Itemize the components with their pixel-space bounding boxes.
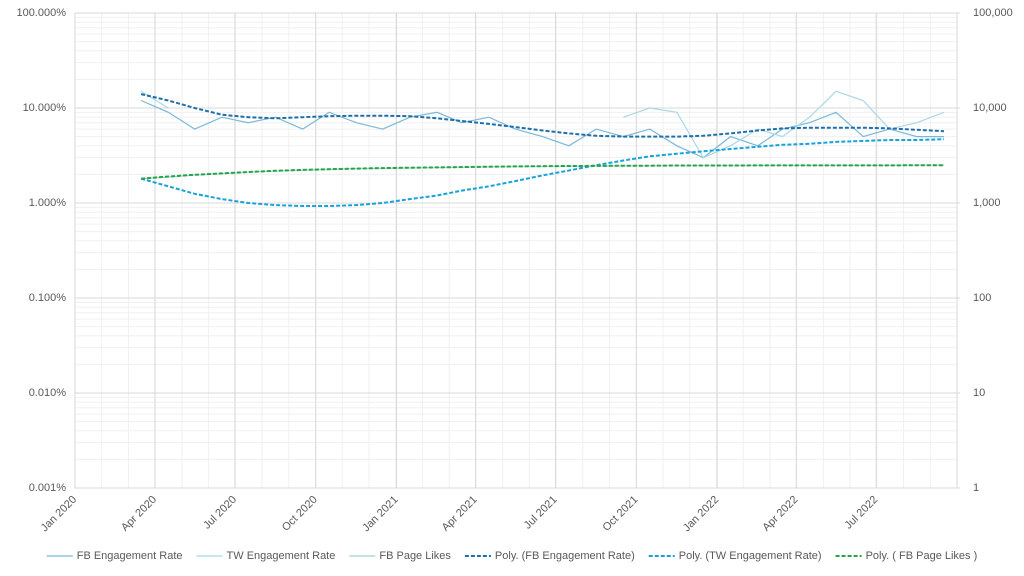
y-tick-label: 10.000% <box>23 102 67 114</box>
x-tick-label: Jul 2022 <box>842 494 880 532</box>
y2-tick-label: 100 <box>973 292 991 304</box>
legend-label: FB Engagement Rate <box>77 550 183 562</box>
x-tick-label: Oct 2021 <box>600 494 640 534</box>
x-tick-label: Apr 2022 <box>760 494 800 534</box>
y2-tick-label: 100,000 <box>973 7 1013 19</box>
legend-label: TW Engagement Rate <box>227 550 336 562</box>
x-tick-label: Jan 2020 <box>39 494 79 534</box>
y-tick-label: 0.001% <box>29 482 67 494</box>
y2-tick-label: 1 <box>973 482 979 494</box>
y-tick-label: 0.100% <box>29 292 67 304</box>
legend-label: FB Page Likes <box>379 550 451 562</box>
y2-tick-label: 1,000 <box>973 197 1001 209</box>
y-tick-label: 100.000% <box>16 7 66 19</box>
legend-label: Poly. (FB Engagement Rate) <box>495 550 635 562</box>
y-tick-label: 1.000% <box>29 197 67 209</box>
x-tick-label: Oct 2020 <box>280 494 320 534</box>
y2-tick-label: 10 <box>973 387 985 399</box>
x-tick-label: Apr 2021 <box>440 494 480 534</box>
legend: FB Engagement Rate TW Engagement Rate FB P… <box>46 550 978 562</box>
series-line <box>141 164 944 180</box>
y2-tick-label: 10,000 <box>973 102 1007 114</box>
x-tick-label: Jan 2022 <box>681 494 721 534</box>
series-line <box>140 99 944 159</box>
plot-border <box>74 12 958 489</box>
legend-label: Poly. (TW Engagement Rate) <box>679 550 822 562</box>
x-tick-label: Jan 2021 <box>360 494 400 534</box>
legend-label: Poly. ( FB Page Likes ) <box>866 550 978 562</box>
x-tick-label: Apr 2020 <box>119 494 159 534</box>
x-tick-label: Jul 2021 <box>522 494 560 532</box>
y-tick-label: 0.010% <box>29 387 67 399</box>
series-line <box>140 93 945 138</box>
x-tick-label: Jul 2020 <box>201 494 239 532</box>
